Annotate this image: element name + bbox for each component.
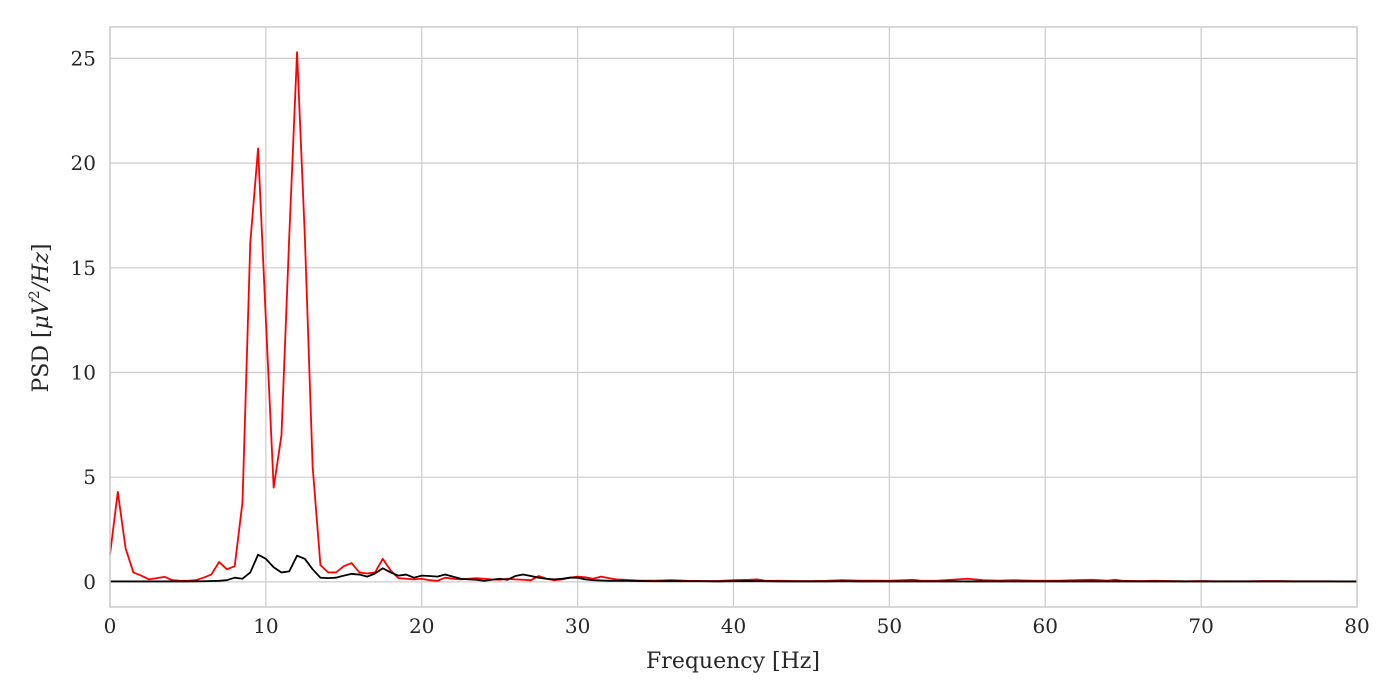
y-axis-label-prefix: PSD [ <box>29 329 54 392</box>
series-layer <box>109 51 1357 583</box>
y-tick-label: 10 <box>71 360 96 384</box>
x-tick-label: 60 <box>1033 614 1058 638</box>
y-axis-label-suffix: ] <box>29 243 54 252</box>
y-axis-label-unit: /Hz <box>29 252 54 293</box>
y-tick-label: 0 <box>83 570 96 594</box>
y-axis-label-v: V <box>29 297 54 315</box>
series-line-1 <box>110 553 1357 583</box>
x-tick-label: 80 <box>1344 614 1369 638</box>
y-tick-label: 20 <box>71 151 96 175</box>
y-axis-label-mu: μ <box>29 315 54 329</box>
y-axis-label-exp: 2 <box>27 290 43 299</box>
x-tick-label: 40 <box>721 614 746 638</box>
x-tick-label: 0 <box>104 614 117 638</box>
y-tick-label: 5 <box>83 465 96 489</box>
x-tick-labels: 0 10 20 30 40 50 60 70 80 <box>104 614 1370 638</box>
y-axis-label: PSD [μV2/Hz] <box>27 243 54 392</box>
plot-frame <box>109 26 1358 608</box>
x-tick-label: 10 <box>253 614 278 638</box>
x-tick-label: 70 <box>1188 614 1213 638</box>
grid-layer <box>109 27 1358 607</box>
x-tick-label: 20 <box>409 614 434 638</box>
y-tick-labels: 0 5 10 15 20 25 <box>71 46 96 593</box>
x-tick-label: 30 <box>565 614 590 638</box>
y-tick-label: 25 <box>71 46 96 70</box>
x-axis-label: Frequency [Hz] <box>646 649 820 674</box>
y-tick-label: 15 <box>71 256 96 280</box>
x-tick-label: 50 <box>877 614 902 638</box>
